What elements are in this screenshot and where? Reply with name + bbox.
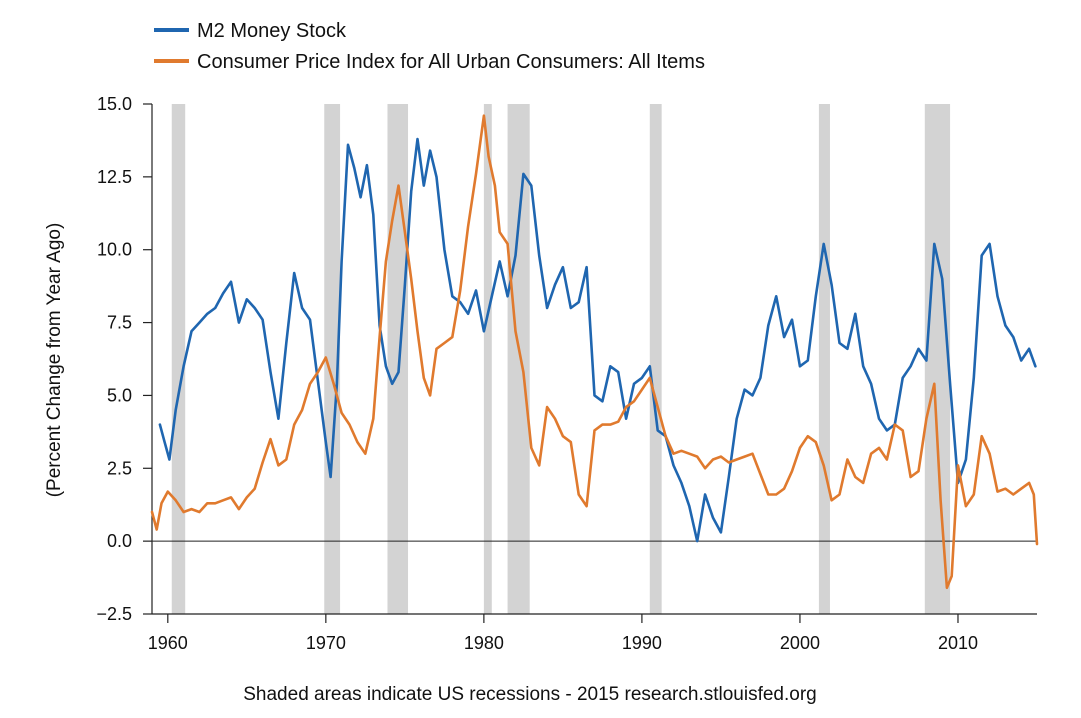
recession-band-2 [387, 104, 409, 614]
recession-band-5 [649, 104, 662, 614]
y-tick-label: 10.0 [97, 240, 132, 260]
y-tick-label: 0.0 [107, 531, 132, 551]
recession-band-6 [818, 104, 830, 614]
series-line-m2 [158, 137, 1037, 543]
axes: −2.5 0.0 2.5 5.0 7.5 10.0 12.5 15.0 1960 1970 1980… [96, 94, 1037, 653]
recession-band-0 [171, 104, 186, 614]
x-tick-label: 2010 [938, 633, 978, 653]
y-tick-label: −2.5 [96, 604, 132, 624]
y-axis-title: (Percent Change from Year Ago) [44, 223, 65, 498]
recession-band-4 [507, 104, 530, 614]
x-tick-label: 2000 [780, 633, 820, 653]
x-tick-label: 1980 [464, 633, 504, 653]
series-line-cpi [150, 114, 1039, 590]
recession-band-7 [924, 104, 951, 614]
y-tick-label: 5.0 [107, 385, 132, 405]
y-tick-label: 12.5 [97, 167, 132, 187]
x-tick-label: 1960 [148, 633, 188, 653]
x-tick-label: 1990 [622, 633, 662, 653]
legend: M2 Money Stock Consumer Price Index for … [154, 20, 705, 73]
recession-bands [171, 104, 951, 614]
footer-note: Shaded areas indicate US recessions - 20… [243, 684, 817, 705]
legend-label-cpi: Consumer Price Index for All Urban Consu… [197, 51, 705, 73]
y-tick-label: 15.0 [97, 94, 132, 114]
legend-label-m2: M2 Money Stock [197, 20, 347, 42]
x-tick-label: 1970 [306, 633, 346, 653]
recession-band-3 [483, 104, 492, 614]
y-tick-label: 7.5 [107, 313, 132, 333]
recession-band-1 [324, 104, 341, 614]
series-lines [150, 114, 1039, 590]
y-tick-label: 2.5 [107, 458, 132, 478]
